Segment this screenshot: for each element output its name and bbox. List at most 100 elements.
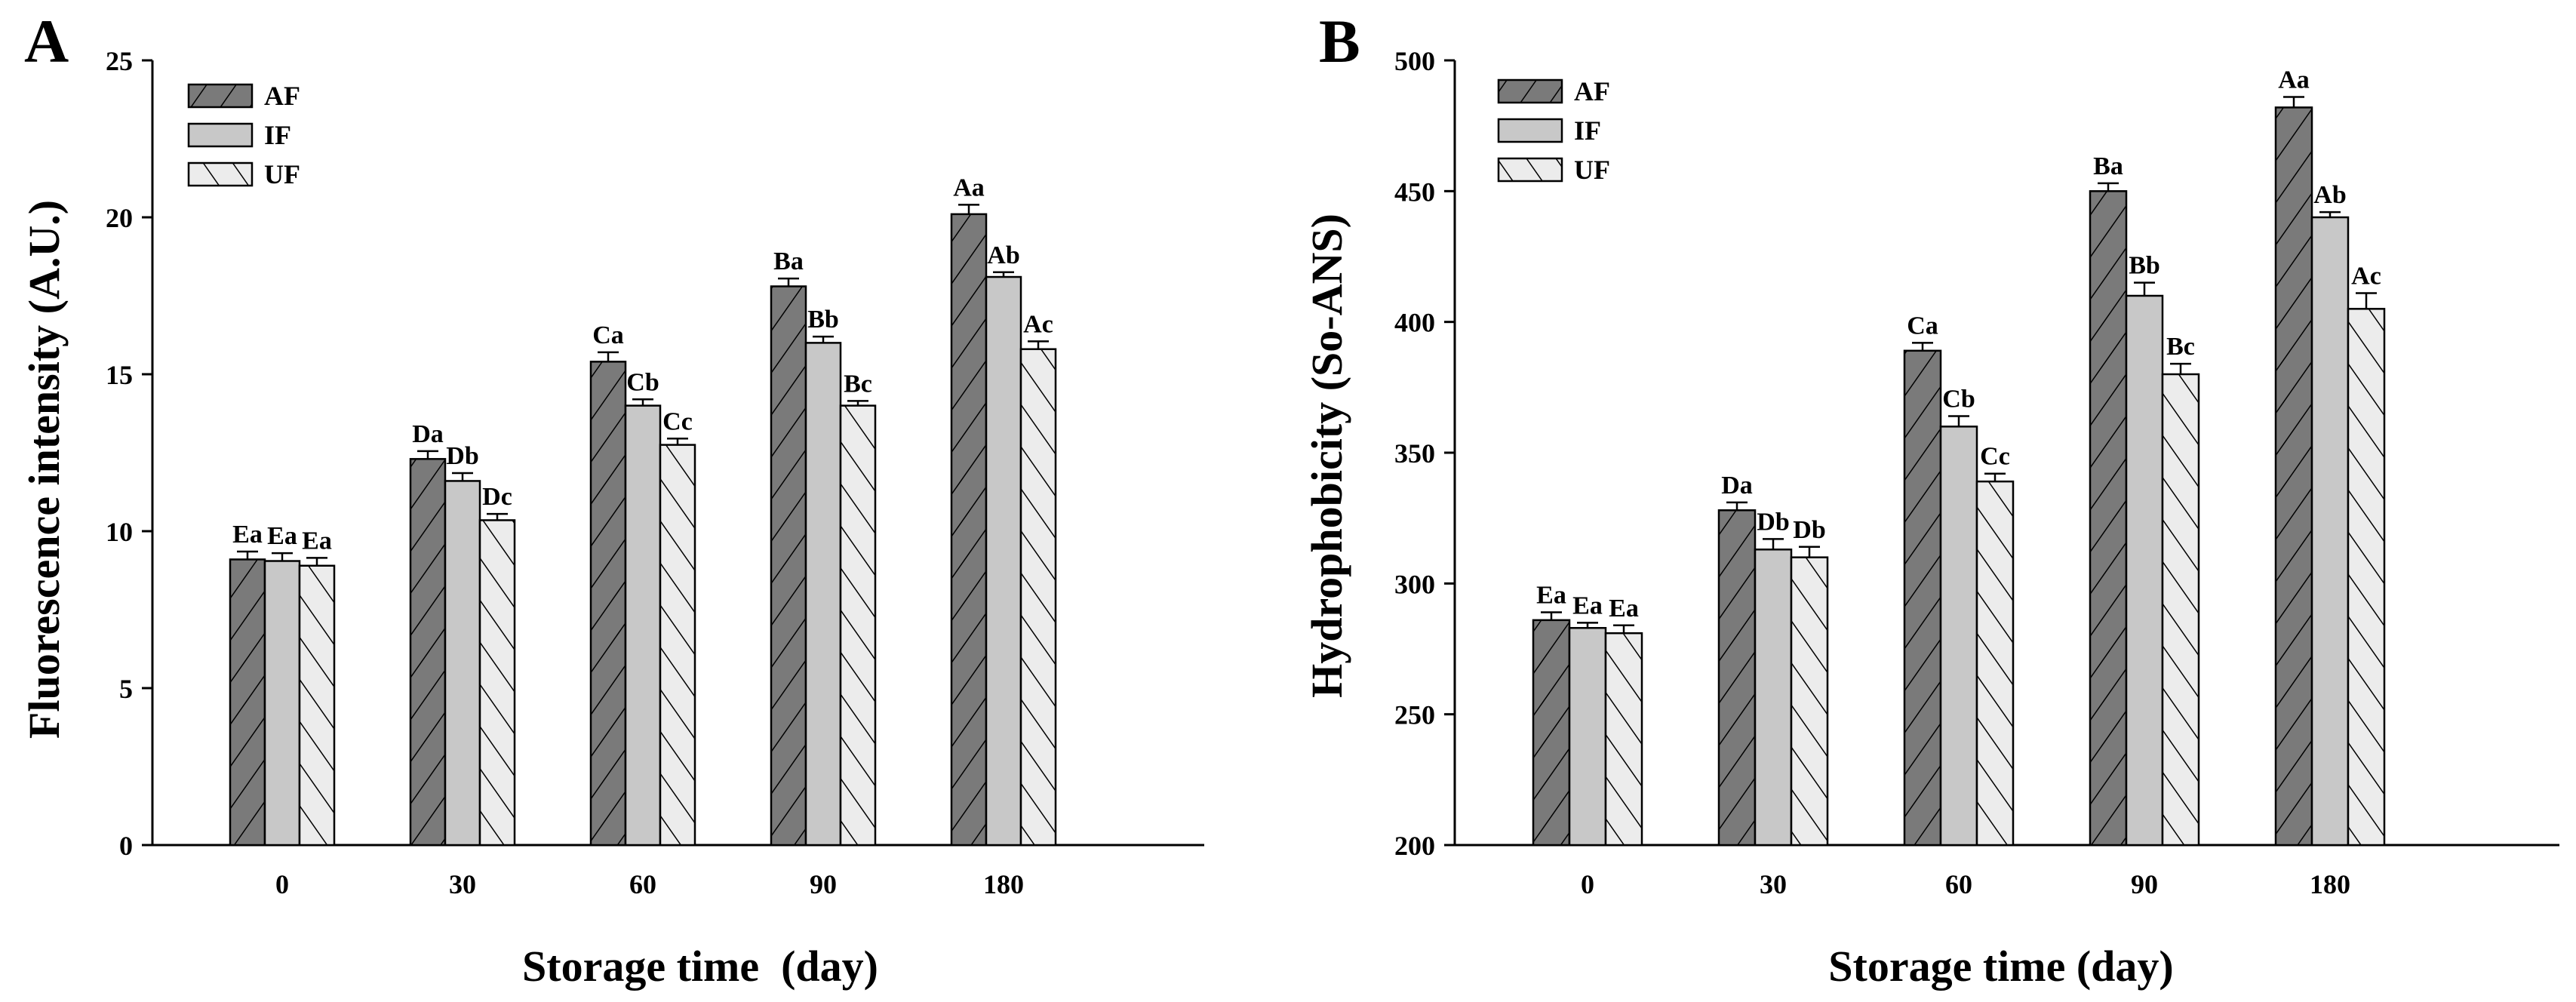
bar-if [804, 342, 842, 847]
significance-label: Cb [1942, 385, 1975, 413]
y-tick-label: 450 [1394, 177, 1435, 207]
bar-af [409, 458, 447, 847]
x-tick-label: 0 [275, 869, 289, 899]
significance-label: Ea [267, 522, 297, 550]
legend-label: UF [1574, 155, 1610, 185]
x-tick-label: 30 [449, 869, 476, 899]
y-axis-label: Hydrophobicity (So-ANS) [1302, 214, 1351, 698]
significance-label: Ea [1536, 581, 1566, 609]
bar-uf [478, 519, 516, 847]
legend-swatch-af [187, 83, 254, 109]
bar-af [770, 285, 807, 847]
y-tick-label: 5 [119, 674, 133, 704]
significance-label: Bb [807, 306, 839, 333]
legend-label: AF [1574, 76, 1610, 106]
bar-uf [298, 564, 336, 847]
y-tick-label: 500 [1394, 46, 1435, 76]
x-axis-label: Storage time (day) [1828, 942, 2173, 991]
bar-uf [2161, 373, 2200, 847]
x-tick-label: 30 [1760, 869, 1787, 899]
bar-if [985, 275, 1022, 847]
significance-label: Ac [2351, 263, 2381, 290]
x-tick-label: 180 [983, 869, 1024, 899]
bar-af [950, 213, 988, 847]
bar-af [589, 361, 627, 847]
significance-label: Ab [2313, 181, 2346, 209]
legend-swatch-uf [187, 161, 254, 187]
x-tick-label: 180 [2310, 869, 2350, 899]
significance-label: Ea [232, 521, 263, 549]
y-tick-label: 20 [106, 203, 133, 233]
y-tick-label: 10 [106, 517, 133, 547]
bar-af [229, 558, 266, 847]
bar-af [1532, 619, 1571, 847]
significance-label: Ea [1572, 592, 1603, 619]
legend-label: IF [264, 120, 291, 150]
legend-label: UF [264, 159, 300, 189]
significance-label: Bc [844, 370, 872, 398]
y-axis: 0 5 10 15 20 25 [106, 46, 154, 861]
significance-label: Ba [2093, 152, 2123, 180]
bar-uf [1790, 556, 1829, 847]
bar-if [624, 404, 662, 847]
bar-uf [2347, 308, 2386, 847]
x-axis-label: Storage time (day) [522, 942, 878, 991]
bar-uf [1975, 480, 2015, 847]
bar-if [1939, 426, 1978, 847]
bar-uf [1019, 348, 1057, 847]
legend: AF IF UF [1497, 76, 1610, 185]
bar-uf [839, 404, 877, 847]
y-tick-label: 250 [1394, 700, 1435, 730]
significance-label: Cc [1980, 443, 2010, 471]
legend-label: IF [1574, 115, 1601, 146]
significance-label: Db [1793, 516, 1825, 544]
chart-panel-b: B Hydrophobicity (So-ANS) Storage time (… [1302, 7, 2559, 991]
significance-label: Cb [626, 368, 659, 396]
significance-label: Aa [953, 174, 985, 201]
significance-label: Db [446, 442, 478, 470]
bar-uf [659, 444, 696, 847]
legend-swatch-uf [1497, 157, 1563, 183]
legend-swatch-af [1497, 78, 1563, 104]
legend: AF IF UF [187, 81, 300, 189]
significance-label: Ca [1907, 312, 1938, 340]
y-tick-label: 400 [1394, 308, 1435, 338]
bar-if [2310, 216, 2350, 847]
legend-swatch-if [1497, 118, 1563, 143]
y-tick-label: 350 [1394, 438, 1435, 469]
significance-label: Ab [987, 241, 1019, 269]
panel-label: B [1319, 7, 1360, 75]
bar-if [2125, 294, 2164, 847]
legend-swatch-if [187, 122, 254, 148]
bar-uf [1604, 632, 1643, 847]
x-axis: 0 30 60 90 180 [152, 844, 1204, 899]
y-tick-label: 300 [1394, 569, 1435, 599]
significance-label: Ea [1609, 595, 1639, 622]
chart-panel-a: A Fluorescence intensity (A.U.) Storage … [20, 7, 1204, 991]
panel-label: A [24, 7, 69, 75]
significance-label: Dc [482, 483, 512, 511]
significance-label: Bb [2129, 252, 2160, 280]
legend-label: AF [264, 81, 300, 111]
bar-if [1754, 549, 1793, 847]
significance-label: Cc [662, 407, 693, 435]
significance-label: Ca [592, 321, 624, 349]
significance-label: Bc [2166, 333, 2195, 361]
bar-af [2274, 106, 2313, 847]
bar-af [1717, 509, 1757, 847]
y-tick-label: 0 [119, 831, 133, 861]
x-tick-label: 60 [1945, 869, 1972, 899]
y-axis-label: Fluorescence intensity (A.U.) [20, 200, 69, 739]
bar-af [1903, 349, 1942, 847]
significance-label: Db [1757, 508, 1789, 536]
x-tick-label: 60 [629, 869, 656, 899]
x-tick-label: 90 [2131, 869, 2158, 899]
bar-if [263, 560, 301, 847]
x-axis: 0 30 60 90 180 [1455, 844, 2559, 899]
significance-label: Ba [773, 247, 804, 275]
significance-label: Ea [302, 527, 332, 555]
y-axis: 200 250 300 350 400 450 500 [1394, 46, 1456, 861]
y-tick-label: 25 [106, 46, 133, 76]
